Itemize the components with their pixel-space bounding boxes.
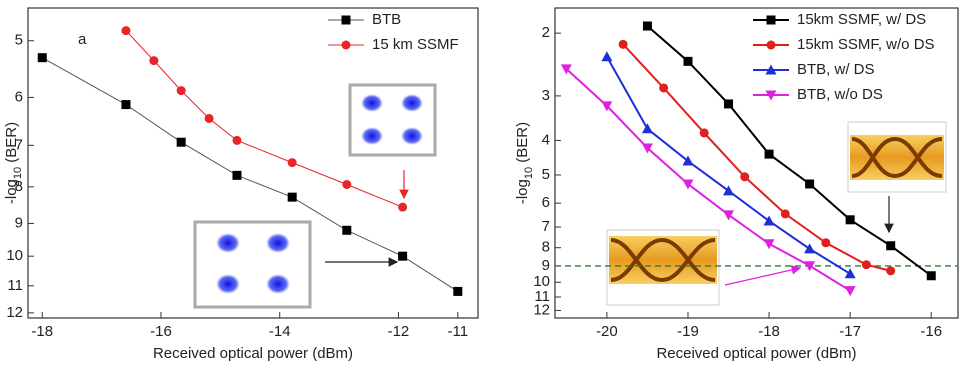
- legend-marker: [767, 16, 776, 25]
- x-tick-label: -12: [388, 323, 410, 340]
- marker: [398, 252, 407, 261]
- marker: [149, 56, 158, 65]
- marker: [845, 268, 856, 278]
- y-tick-label: 12: [533, 301, 550, 318]
- legend-label: BTB, w/o DS: [797, 86, 883, 103]
- x-tick-label: -18: [31, 323, 53, 340]
- marker: [288, 158, 297, 167]
- y-tick-label: 5: [542, 166, 550, 183]
- x-axis-title: Received optical power (dBm): [153, 345, 353, 362]
- y-axis-title: -log10 (BER): [514, 122, 535, 204]
- marker: [723, 210, 734, 220]
- legend-label: BTB: [372, 11, 401, 28]
- marker: [845, 286, 856, 296]
- y-axis-title-tail: (BER): [514, 122, 531, 167]
- y-tick-label: 7: [542, 218, 550, 235]
- y-tick-label: 9: [542, 257, 550, 274]
- marker: [177, 138, 186, 147]
- y-tick-label: 4: [542, 131, 550, 148]
- y-axis-title-sub: 10: [523, 167, 535, 179]
- marker: [927, 271, 936, 280]
- legend-label: 15 km SSMF: [372, 36, 459, 53]
- marker: [764, 239, 775, 249]
- x-tick-label: -11: [448, 323, 469, 340]
- y-tick-label: 10: [6, 247, 23, 264]
- marker: [740, 172, 749, 181]
- marker: [886, 241, 895, 250]
- marker: [177, 86, 186, 95]
- x-tick-label: -16: [920, 323, 942, 340]
- marker: [659, 83, 668, 92]
- legend-marker: [342, 16, 351, 25]
- marker: [232, 171, 241, 180]
- y-axis-title-main: -log: [3, 179, 20, 204]
- y-tick-label: 6: [542, 194, 550, 211]
- marker: [765, 150, 774, 159]
- x-tick-label: -19: [677, 323, 699, 340]
- y-tick-label: 9: [15, 214, 23, 231]
- legend-label: BTB, w/ DS: [797, 61, 875, 78]
- marker: [342, 180, 351, 189]
- y-tick-label: 8: [542, 239, 550, 256]
- marker: [821, 238, 830, 247]
- marker: [232, 136, 241, 145]
- y-axis-title-sub: 10: [12, 167, 24, 179]
- marker: [700, 128, 709, 137]
- eye-diagram-inset: [848, 122, 946, 192]
- marker: [805, 179, 814, 188]
- figure: -18-16-14-12-1156789101112Received optic…: [0, 0, 963, 368]
- y-tick-label: 2: [542, 24, 550, 41]
- marker: [342, 226, 351, 235]
- marker: [781, 209, 790, 218]
- eye-diagram-inset: [607, 230, 719, 305]
- marker: [619, 40, 628, 49]
- legend-label: 15km SSMF, w/ DS: [797, 11, 926, 28]
- constellation-inset: [195, 222, 310, 307]
- marker: [846, 215, 855, 224]
- y-tick-label: 3: [542, 87, 550, 104]
- x-tick-label: -14: [269, 323, 291, 340]
- marker: [121, 26, 130, 35]
- marker: [205, 114, 214, 123]
- y-axis-title-tail: (BER): [3, 122, 20, 167]
- x-tick-label: -18: [758, 323, 780, 340]
- marker: [288, 193, 297, 202]
- y-tick-label: 5: [15, 32, 23, 49]
- x-axis-title: Received optical power (dBm): [656, 345, 856, 362]
- marker: [804, 243, 815, 253]
- x-tick-label: -17: [839, 323, 861, 340]
- legend-marker: [342, 41, 351, 50]
- y-axis-title-main: -log: [514, 179, 531, 204]
- y-tick-label: 12: [6, 304, 23, 321]
- marker: [398, 203, 407, 212]
- legend-label: 15km SSMF, w/o DS: [797, 36, 935, 53]
- marker: [38, 53, 47, 62]
- marker: [643, 22, 652, 31]
- panel-label: a: [78, 31, 87, 48]
- legend-marker: [767, 41, 776, 50]
- x-tick-label: -16: [150, 323, 172, 340]
- marker: [886, 266, 895, 275]
- marker: [724, 99, 733, 108]
- marker: [642, 123, 653, 133]
- marker: [601, 51, 612, 61]
- y-tick-label: 11: [7, 277, 23, 294]
- constellation-inset: [350, 85, 435, 155]
- y-tick-label: 6: [15, 88, 23, 105]
- marker: [121, 100, 130, 109]
- marker: [453, 287, 462, 296]
- arrow: [725, 268, 800, 285]
- marker: [862, 260, 871, 269]
- x-tick-label: -20: [596, 323, 618, 340]
- marker: [683, 57, 692, 66]
